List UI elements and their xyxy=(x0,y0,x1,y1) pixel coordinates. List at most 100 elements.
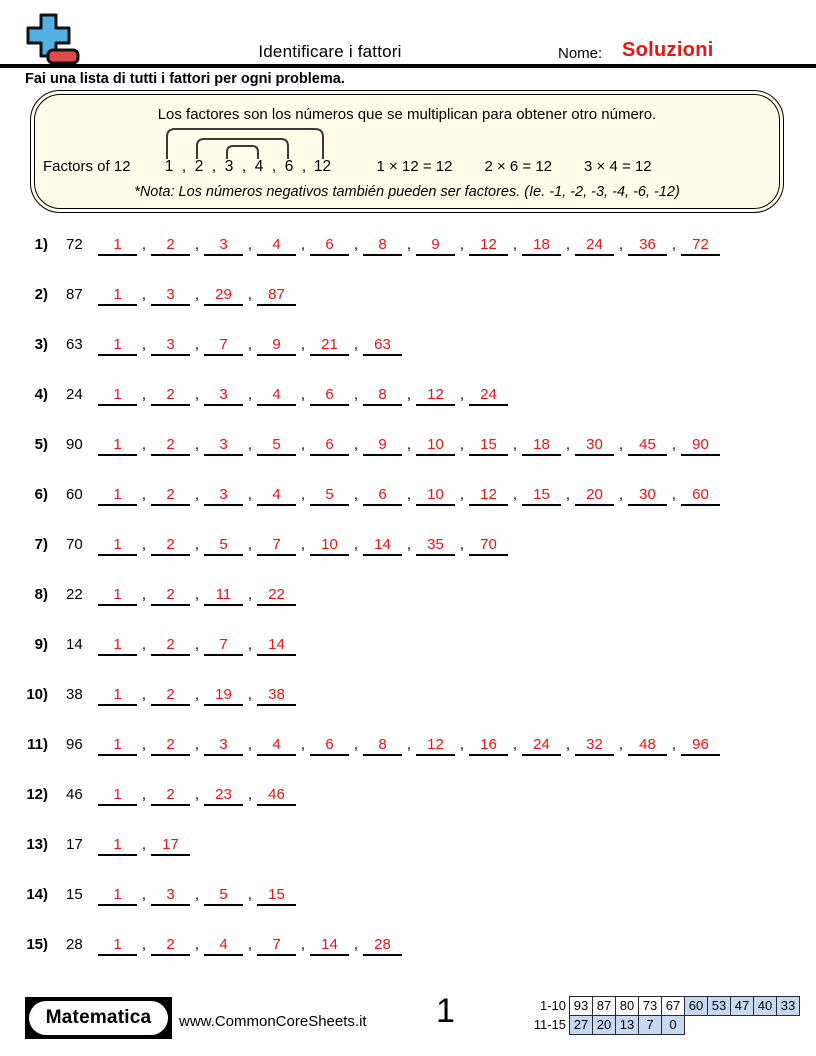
comma: , xyxy=(353,536,359,553)
answer-blank: 8 xyxy=(363,236,402,256)
problem-number: 13) xyxy=(26,836,48,853)
score-cell: 80 xyxy=(615,996,639,1016)
answer-blank: 19 xyxy=(204,686,243,706)
problem-number: 9) xyxy=(34,636,48,653)
answer-blank: 46 xyxy=(257,786,296,806)
comma: , xyxy=(194,336,200,353)
example-factors-row: Factors of 12 1, 2, 3, 4, 6, 12 1 × 12 = 12 2 … xyxy=(43,128,771,176)
answer-blank: 29 xyxy=(204,286,243,306)
problem-row: 6) 60 1, 2, 3, 4, 5, 6, 10, 12, 15, 20, 30, 60 xyxy=(0,486,816,536)
problem-value: 28 xyxy=(66,936,83,953)
answer-blank: 2 xyxy=(151,586,190,606)
example-factor: 1 xyxy=(164,158,174,175)
answer-blank: 8 xyxy=(363,386,402,406)
score-cell: 20 xyxy=(592,1015,616,1035)
problem-value: 87 xyxy=(66,286,83,303)
comma: , xyxy=(141,536,147,553)
comma: , xyxy=(141,786,147,803)
problem-number: 12) xyxy=(26,786,48,803)
score-range-label: 11-15 xyxy=(533,1017,566,1032)
answer-blank: 17 xyxy=(151,836,190,856)
answer-blank: 6 xyxy=(363,486,402,506)
example-definition: Los factores son los números que se mult… xyxy=(157,106,657,123)
answer-blank: 6 xyxy=(310,436,349,456)
brand-name: Matematica xyxy=(45,1007,152,1028)
score-cell: 73 xyxy=(638,996,662,1016)
problem-number: 11) xyxy=(27,736,48,753)
example-factor: 6 xyxy=(284,158,294,175)
comma: , xyxy=(141,686,147,703)
answer-blank: 3 xyxy=(151,286,190,306)
problem-row: 5) 90 1, 2, 3, 5, 6, 9, 10, 15, 18, 30, 45, 90 xyxy=(0,436,816,486)
answer-blank: 2 xyxy=(151,736,190,756)
score-cell: 93 xyxy=(569,996,593,1016)
answer-blank: 24 xyxy=(522,736,561,756)
answer-blank: 1 xyxy=(98,686,137,706)
comma: , xyxy=(565,736,571,753)
comma: , xyxy=(141,736,147,753)
answer-blank: 3 xyxy=(151,886,190,906)
answer-blank: 7 xyxy=(204,636,243,656)
problem-row: 8) 22 1, 2, 11, 22 xyxy=(0,586,816,636)
comma: , xyxy=(141,286,147,303)
comma: , xyxy=(247,386,253,403)
answer-blank: 4 xyxy=(257,386,296,406)
answer-blank: 12 xyxy=(469,236,508,256)
answer-blank: 24 xyxy=(575,236,614,256)
comma: , xyxy=(247,536,253,553)
comma: , xyxy=(301,158,307,175)
comma: , xyxy=(247,286,253,303)
problem-value: 96 xyxy=(66,736,83,753)
comma: , xyxy=(194,386,200,403)
answer-blank: 9 xyxy=(416,236,455,256)
answer-blank: 4 xyxy=(257,736,296,756)
equation: 3 × 4 = 12 xyxy=(584,158,652,175)
example-box: Los factores son los números que se mult… xyxy=(30,90,784,213)
problem-value: 14 xyxy=(66,636,83,653)
problem-row: 3) 63 1, 3, 7, 9, 21, 63 xyxy=(0,336,816,386)
comma: , xyxy=(565,236,571,253)
answer-blank: 35 xyxy=(416,536,455,556)
answer-blank: 1 xyxy=(98,586,137,606)
score-cell: 67 xyxy=(661,996,685,1016)
comma: , xyxy=(141,936,147,953)
comma: , xyxy=(406,486,412,503)
problem-row: 7) 70 1, 2, 5, 7, 10, 14, 35, 70 xyxy=(0,536,816,586)
comma: , xyxy=(406,736,412,753)
answer-blank: 10 xyxy=(416,436,455,456)
page-number: 1 xyxy=(436,992,455,1030)
comma: , xyxy=(247,786,253,803)
brand-pill: Matematica xyxy=(29,1001,168,1035)
answer-blank: 12 xyxy=(416,736,455,756)
problem-row: 13) 17 1, 17 xyxy=(0,836,816,886)
answer-blank: 12 xyxy=(416,386,455,406)
comma: , xyxy=(618,486,624,503)
answer-blank: 28 xyxy=(363,936,402,956)
comma: , xyxy=(353,436,359,453)
example-box-inner: Los factores son los números que se mult… xyxy=(34,94,780,209)
answer-blank: 3 xyxy=(151,336,190,356)
answer-blank: 6 xyxy=(310,236,349,256)
comma: , xyxy=(194,486,200,503)
comma: , xyxy=(512,486,518,503)
score-cell: 7 xyxy=(638,1015,662,1035)
comma: , xyxy=(181,158,187,175)
header-divider xyxy=(0,64,816,68)
example-factor: 4 xyxy=(254,158,264,175)
answer-blank: 4 xyxy=(204,936,243,956)
example-factor: 3 xyxy=(224,158,234,175)
comma: , xyxy=(353,386,359,403)
problem-number: 4) xyxy=(34,386,48,403)
comma: , xyxy=(353,236,359,253)
comma: , xyxy=(300,436,306,453)
problem-row: 12) 46 1, 2, 23, 46 xyxy=(0,786,816,836)
answer-blank: 72 xyxy=(681,236,720,256)
problem-number: 2) xyxy=(34,286,48,303)
problem-number: 6) xyxy=(34,486,48,503)
answer-blank: 5 xyxy=(257,436,296,456)
answer-blank: 1 xyxy=(98,386,137,406)
answer-blank: 8 xyxy=(363,736,402,756)
comma: , xyxy=(241,158,247,175)
answer-blank: 5 xyxy=(204,886,243,906)
comma: , xyxy=(459,436,465,453)
